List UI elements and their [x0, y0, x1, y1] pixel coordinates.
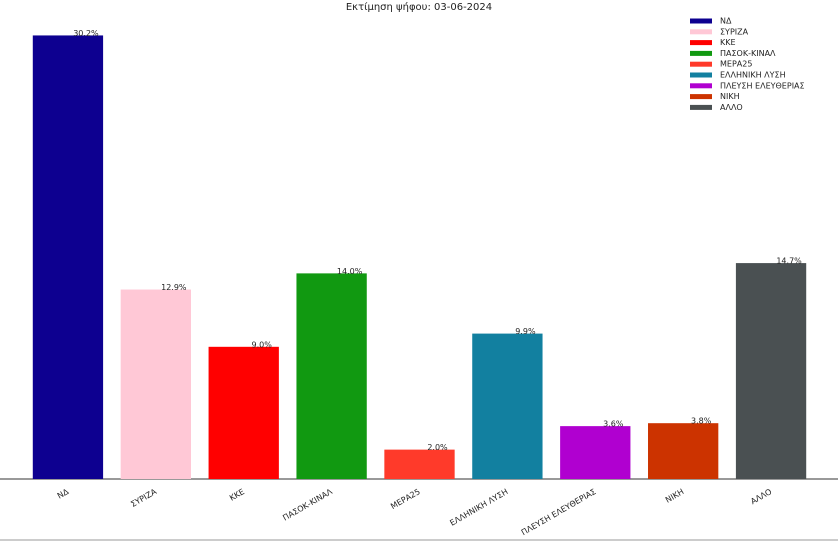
legend-swatch — [690, 83, 712, 89]
bar — [120, 289, 191, 479]
x-tick-label: ΚΚΕ — [228, 487, 246, 503]
x-tick-label: ΜΕΡΑ25 — [389, 487, 422, 511]
value-label: 9.9% — [515, 327, 536, 336]
bar — [560, 426, 631, 479]
x-tick-label: ΝΙΚΗ — [664, 487, 685, 505]
x-tick-label: ΠΑΣΟΚ-ΚΙΝΑΛ — [281, 487, 334, 523]
legend-swatch — [690, 40, 712, 46]
legend-swatch — [690, 94, 712, 100]
value-label: 12.9% — [161, 283, 187, 292]
bar — [384, 449, 455, 479]
bar — [648, 423, 719, 479]
legend-label: ΑΛΛΟ — [720, 103, 743, 112]
legend-label: ΝΔ — [720, 17, 732, 26]
legend-label: ΜΕΡΑ25 — [720, 60, 752, 69]
chart-title: Εκτίμηση ψήφου: 03-06-2024 — [346, 1, 492, 13]
value-label: 14.0% — [337, 267, 363, 276]
legend-swatch — [690, 50, 712, 56]
bar — [472, 333, 543, 479]
x-tick-label: ΕΛΛΗΝΙΚΗ ΛΥΣΗ — [448, 487, 509, 528]
legend-label: ΚΚΕ — [720, 38, 736, 47]
value-label: 30.2% — [73, 29, 99, 38]
legend-label: ΝΙΚΗ — [720, 92, 740, 101]
value-label: 9.0% — [252, 340, 273, 349]
x-tick-label: ΣΥΡΙΖΑ — [129, 487, 158, 509]
value-label: 3.8% — [691, 417, 712, 426]
bar — [296, 273, 367, 479]
legend-label: ΠΛΕΥΣΗ ΕΛΕΥΘΕΡΙΑΣ — [720, 81, 805, 90]
legend-swatch — [690, 104, 712, 110]
x-tick-label: ΝΔ — [56, 487, 71, 501]
legend-swatch — [690, 61, 712, 67]
legend-swatch — [690, 72, 712, 78]
legend-swatch — [690, 18, 712, 24]
legend-label: ΕΛΛΗΝΙΚΗ ΛΥΣΗ — [720, 71, 786, 80]
bar — [208, 346, 279, 479]
value-label: 2.0% — [427, 443, 448, 452]
x-tick-label: ΑΛΛΟ — [749, 487, 773, 506]
x-tick-label: ΠΛΕΥΣΗ ΕΛΕΥΘΕΡΙΑΣ — [520, 487, 598, 537]
legend-swatch — [690, 29, 712, 35]
bar — [735, 263, 807, 479]
legend-label: ΣΥΡΙΖΑ — [720, 27, 749, 36]
value-label: 3.6% — [603, 420, 624, 429]
value-label: 14.7% — [776, 257, 802, 266]
bar — [32, 35, 104, 479]
legend-label: ΠΑΣΟΚ-ΚΙΝΑΛ — [720, 49, 776, 58]
